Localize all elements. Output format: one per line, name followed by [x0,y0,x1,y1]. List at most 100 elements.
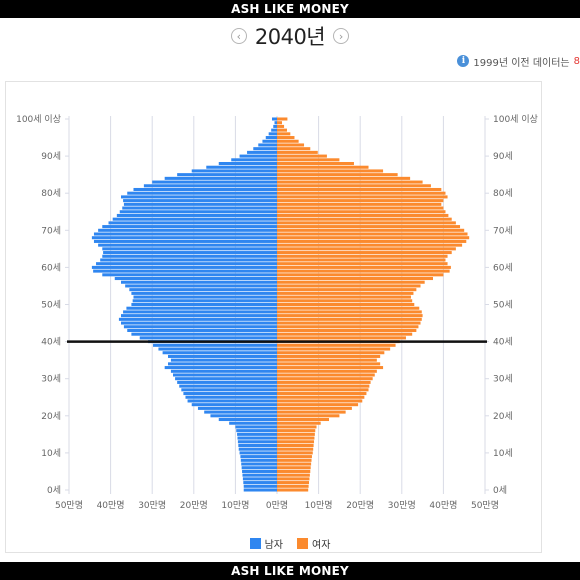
bar-male-age-30[interactable] [175,377,277,381]
bar-female-age-52[interactable] [277,295,411,299]
bar-male-age-76[interactable] [122,206,277,210]
bar-male-age-7[interactable] [241,462,277,466]
bar-female-age-62[interactable] [277,258,446,262]
chevron-left-icon[interactable]: ‹ [230,28,247,44]
bar-female-age-91[interactable] [277,150,318,154]
bar-male-age-87[interactable] [206,165,277,169]
bar-male-age-72[interactable] [108,221,278,225]
bar-female-age-24[interactable] [277,399,363,403]
bar-male-age-69[interactable] [93,232,278,236]
legend-item-male[interactable]: 남자 [249,536,283,551]
bar-female-age-96[interactable] [277,132,291,136]
bar-male-age-53[interactable] [131,291,277,295]
chevron-right-icon[interactable]: › [333,28,350,44]
bar-female-age-53[interactable] [277,291,414,295]
bar-female-age-77[interactable] [277,202,442,206]
bar-female-age-27[interactable] [277,388,369,392]
bar-female-age-54[interactable] [277,288,417,292]
bar-male-age-1[interactable] [243,484,277,488]
bar-female-age-28[interactable] [277,384,370,388]
bar-male-age-17[interactable] [235,425,277,429]
bar-male-age-75[interactable] [119,210,277,214]
bar-female-age-68[interactable] [277,236,470,240]
bar-male-age-12[interactable] [238,443,277,448]
bar-female-age-89[interactable] [277,158,340,162]
bar-female-age-51[interactable] [277,299,413,303]
bar-male-age-46[interactable] [118,317,277,321]
bar-male-age-45[interactable] [121,321,277,325]
bar-male-age-95[interactable] [265,136,277,140]
bar-female-age-69[interactable] [277,232,468,236]
bar-female-age-78[interactable] [277,199,444,203]
bar-female-age-23[interactable] [277,403,359,407]
bar-male-age-47[interactable] [121,314,277,318]
bar-female-age-16[interactable] [277,429,316,433]
bar-female-age-60[interactable] [277,265,451,269]
bar-male-age-4[interactable] [242,473,277,477]
bar-female-age-84[interactable] [277,176,411,180]
bar-female-age-86[interactable] [277,169,384,173]
bar-female-age-57[interactable] [277,277,433,281]
bar-female-age-88[interactable] [277,161,354,166]
bar-female-age-12[interactable] [277,443,314,448]
bar-female-age-17[interactable] [277,425,317,429]
bar-female-age-94[interactable] [277,139,299,143]
bar-male-age-96[interactable] [268,132,277,136]
bar-male-age-78[interactable] [123,199,277,203]
bar-female-age-65[interactable] [277,247,456,251]
bar-female-age-33[interactable] [277,366,384,370]
bar-male-age-84[interactable] [164,176,277,180]
bar-male-age-57[interactable] [114,277,277,281]
bar-male-age-41[interactable] [139,336,277,340]
bar-male-age-43[interactable] [127,328,278,332]
bar-male-age-89[interactable] [231,158,277,162]
bar-female-age-63[interactable] [277,254,448,258]
bar-male-age-77[interactable] [123,202,277,206]
bar-male-age-64[interactable] [103,251,277,255]
bar-male-age-24[interactable] [187,399,277,403]
bar-male-age-92[interactable] [253,147,277,151]
bar-female-age-79[interactable] [277,195,448,199]
bar-male-age-20[interactable] [210,414,277,418]
bar-female-age-15[interactable] [277,432,315,436]
bar-female-age-20[interactable] [277,414,340,418]
bar-female-age-50[interactable] [277,302,415,307]
bar-male-age-19[interactable] [218,417,277,422]
bar-male-age-10[interactable] [239,451,277,455]
bar-female-age-80[interactable] [277,191,446,195]
bar-male-age-62[interactable] [100,258,277,262]
bar-female-age-11[interactable] [277,447,314,451]
bar-female-age-43[interactable] [277,328,417,332]
bar-female-age-92[interactable] [277,147,311,151]
bar-male-age-85[interactable] [177,173,277,177]
bar-male-age-63[interactable] [102,254,277,258]
bar-male-age-27[interactable] [181,388,277,392]
bar-female-age-7[interactable] [277,462,312,466]
bar-male-age-60[interactable] [91,265,277,269]
bar-female-age-4[interactable] [277,473,310,477]
bar-female-age-29[interactable] [277,380,371,384]
bar-male-age-38[interactable] [158,347,277,351]
bar-male-age-9[interactable] [240,455,277,459]
bar-female-age-100[interactable] [277,117,288,121]
bar-male-age-26[interactable] [183,392,277,396]
bar-male-age-52[interactable] [133,295,277,299]
bar-female-age-35[interactable] [277,358,377,362]
info-icon[interactable]: i [457,55,470,67]
bar-female-age-64[interactable] [277,251,452,255]
bar-female-age-95[interactable] [277,136,295,140]
bar-male-age-80[interactable] [127,191,278,195]
bar-male-age-67[interactable] [93,239,278,243]
bar-female-age-36[interactable] [277,354,381,358]
bar-female-age-93[interactable] [277,143,305,147]
bar-female-age-56[interactable] [277,280,425,284]
bar-male-age-35[interactable] [170,358,277,362]
bar-male-age-5[interactable] [242,469,277,473]
bar-female-age-10[interactable] [277,451,313,455]
bar-male-age-61[interactable] [96,262,277,266]
bar-male-age-91[interactable] [247,150,277,154]
bar-male-age-74[interactable] [116,213,277,217]
bar-male-age-21[interactable] [204,410,277,414]
bar-male-age-81[interactable] [133,187,277,192]
bar-female-age-73[interactable] [277,217,452,221]
